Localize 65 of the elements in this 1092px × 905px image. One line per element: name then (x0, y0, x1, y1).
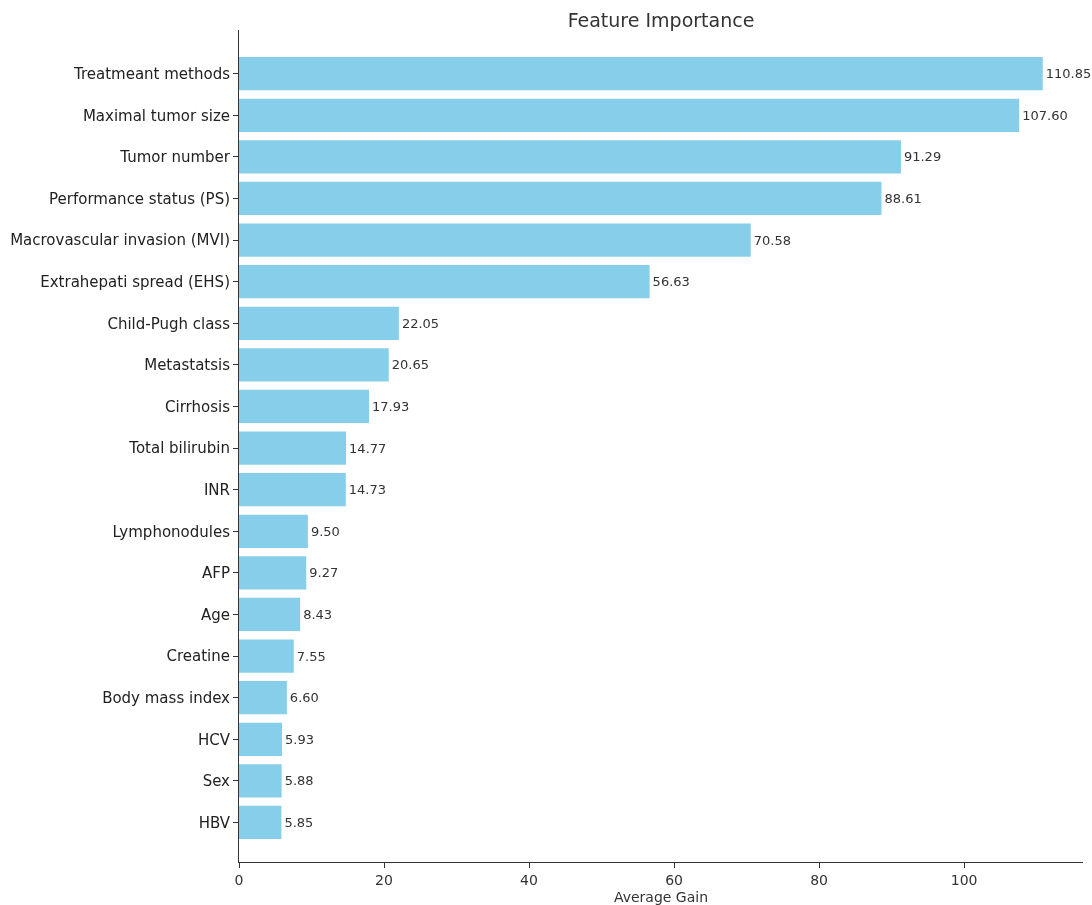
bar (239, 556, 307, 590)
y-tick-label: Maximal tumor size (82, 106, 230, 125)
y-tick-label: HCV (197, 730, 231, 749)
chart-title: Feature Importance (567, 8, 755, 31)
data-label: 91.29 (903, 149, 942, 165)
data-label: 107.60 (1022, 107, 1068, 123)
bar (239, 764, 282, 798)
data-label: 9.27 (309, 565, 339, 581)
bar (239, 431, 347, 465)
y-tick-label: INR (203, 480, 230, 499)
y-tick-label: Extrahepati spread (EHS) (40, 272, 230, 291)
data-label: 56.63 (652, 274, 690, 290)
data-label: 17.93 (372, 398, 410, 414)
data-label: 14.77 (349, 440, 387, 456)
y-tick-label: Body mass index (102, 688, 231, 707)
data-label: 6.60 (289, 690, 319, 706)
bar (239, 514, 308, 548)
y-tick-label: HBV (198, 813, 231, 832)
data-label: 8.43 (303, 606, 333, 622)
y-tick-label: AFP (202, 564, 230, 583)
y-tick-label: Macrovascular invasion (MVI) (10, 231, 230, 250)
x-tick-label: 60 (665, 871, 683, 888)
y-tick-label: Cirrhosis (165, 397, 231, 416)
y-tick-label: Treatmeant methods (72, 64, 231, 83)
bar (239, 223, 751, 257)
bar (239, 389, 370, 424)
bar (239, 597, 301, 632)
y-tick-label: Age (200, 605, 230, 624)
y-tick-label: Metastatsis (144, 356, 231, 375)
bar (239, 98, 1020, 132)
x-axis-title: Average Gain (613, 889, 709, 905)
y-tick-label: Performance status (PS) (49, 189, 230, 208)
x-tick-label: 0 (234, 871, 244, 888)
x-tick-label: 100 (950, 871, 978, 888)
y-tick-label: Total bilirubin (128, 439, 230, 458)
data-label: 5.88 (284, 773, 314, 789)
data-label: 5.85 (284, 814, 314, 830)
bar (239, 805, 282, 840)
data-label: 9.50 (310, 523, 340, 539)
bar (239, 681, 287, 715)
x-tick-label: 80 (810, 871, 828, 888)
y-tick-label: Lymphonodules (112, 522, 231, 541)
bar (239, 722, 282, 756)
y-tick-label: Creatine (166, 647, 230, 666)
data-label: 110.85 (1045, 66, 1092, 82)
bar (239, 57, 1043, 91)
bar (239, 265, 650, 299)
data-label: 5.93 (285, 731, 314, 747)
y-tick-label: Child-Pugh class (107, 314, 231, 333)
bar (239, 140, 901, 174)
data-label: 20.65 (391, 357, 429, 373)
bar (239, 473, 346, 507)
data-label: 14.73 (348, 482, 387, 498)
bar (239, 306, 399, 340)
bar (239, 181, 882, 216)
bar (239, 348, 389, 382)
data-label: 7.55 (296, 648, 326, 664)
y-tick-label: Sex (202, 772, 231, 791)
data-label: 70.58 (753, 232, 791, 248)
x-tick-label: 20 (375, 871, 393, 888)
data-label: 22.05 (401, 315, 440, 331)
x-tick-label: 40 (520, 871, 538, 888)
data-label: 88.61 (884, 190, 922, 206)
bar (239, 639, 294, 673)
y-tick-label: Tumor number (119, 148, 231, 167)
